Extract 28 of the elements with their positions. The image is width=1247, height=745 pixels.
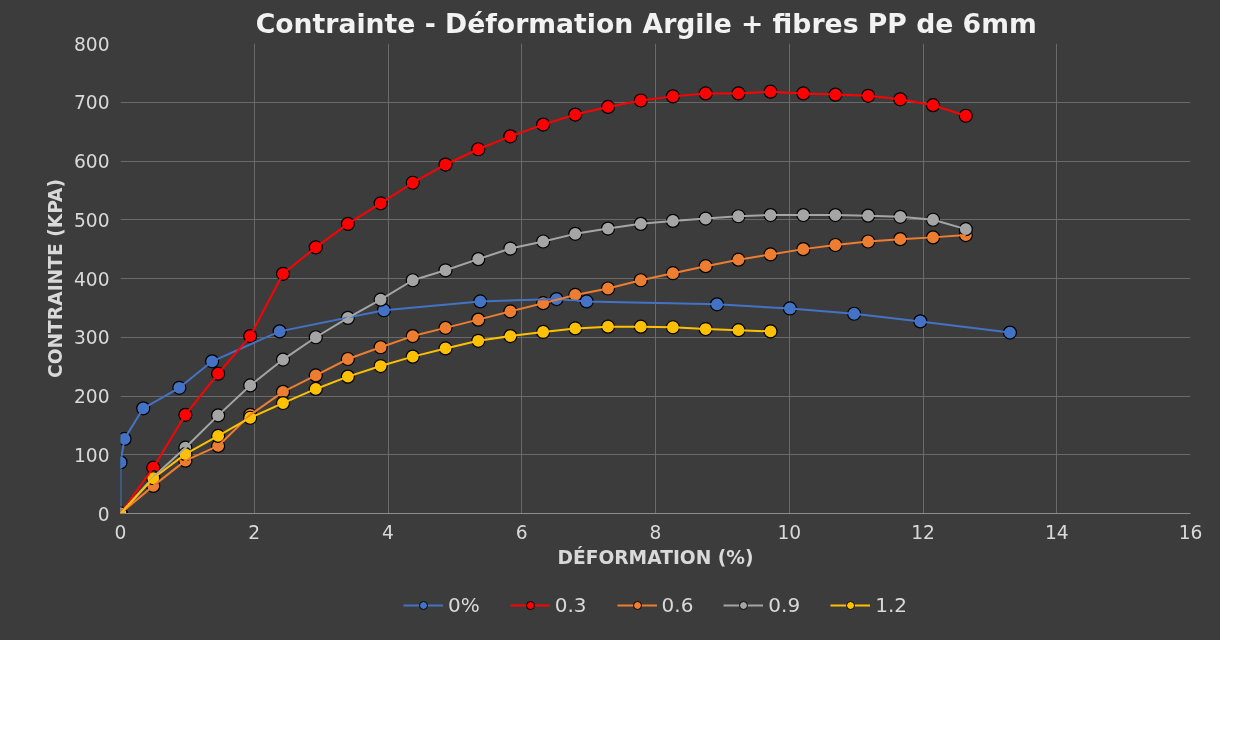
legend-label: 0%: [448, 593, 480, 617]
y-tick-label: 400: [73, 268, 110, 290]
y-tick-label: 200: [73, 386, 110, 407]
x-tick-label: 0: [114, 521, 127, 543]
x-tick-label: 2: [248, 521, 261, 543]
point: [958, 108, 973, 123]
x-tick-label: 10: [777, 521, 802, 543]
y-tick-label: 0: [97, 503, 110, 525]
y-tick-label: 300: [73, 327, 110, 349]
y-tick-label: 700: [73, 92, 110, 114]
x-tick-label: 14: [1044, 521, 1069, 543]
y-tick-label: 600: [73, 151, 110, 172]
x-tick-label: 12: [911, 521, 935, 543]
y-tick-label: 500: [73, 209, 110, 231]
legend-label: 0.3: [554, 593, 587, 617]
x-axis-title: DÉFORMATION (%): [557, 545, 754, 568]
legend-label: 0.9: [768, 593, 801, 617]
chart-title: Contrainte - Déformation Argile + fibres PP de 6mm: [255, 7, 1037, 39]
point: [1002, 325, 1018, 340]
x-tick-label: 6: [515, 521, 528, 543]
x-tick-label: 16: [1178, 521, 1203, 543]
y-axis-title: CONTRAINTE (KPA): [44, 178, 66, 379]
x-tick-label: 8: [649, 521, 662, 543]
legend-label: 0.6: [661, 593, 694, 617]
legend-label: 1.2: [875, 593, 907, 617]
y-tick-label: 100: [73, 444, 110, 466]
x-tick-label: 4: [382, 521, 394, 543]
y-tick-label: 800: [73, 33, 110, 55]
